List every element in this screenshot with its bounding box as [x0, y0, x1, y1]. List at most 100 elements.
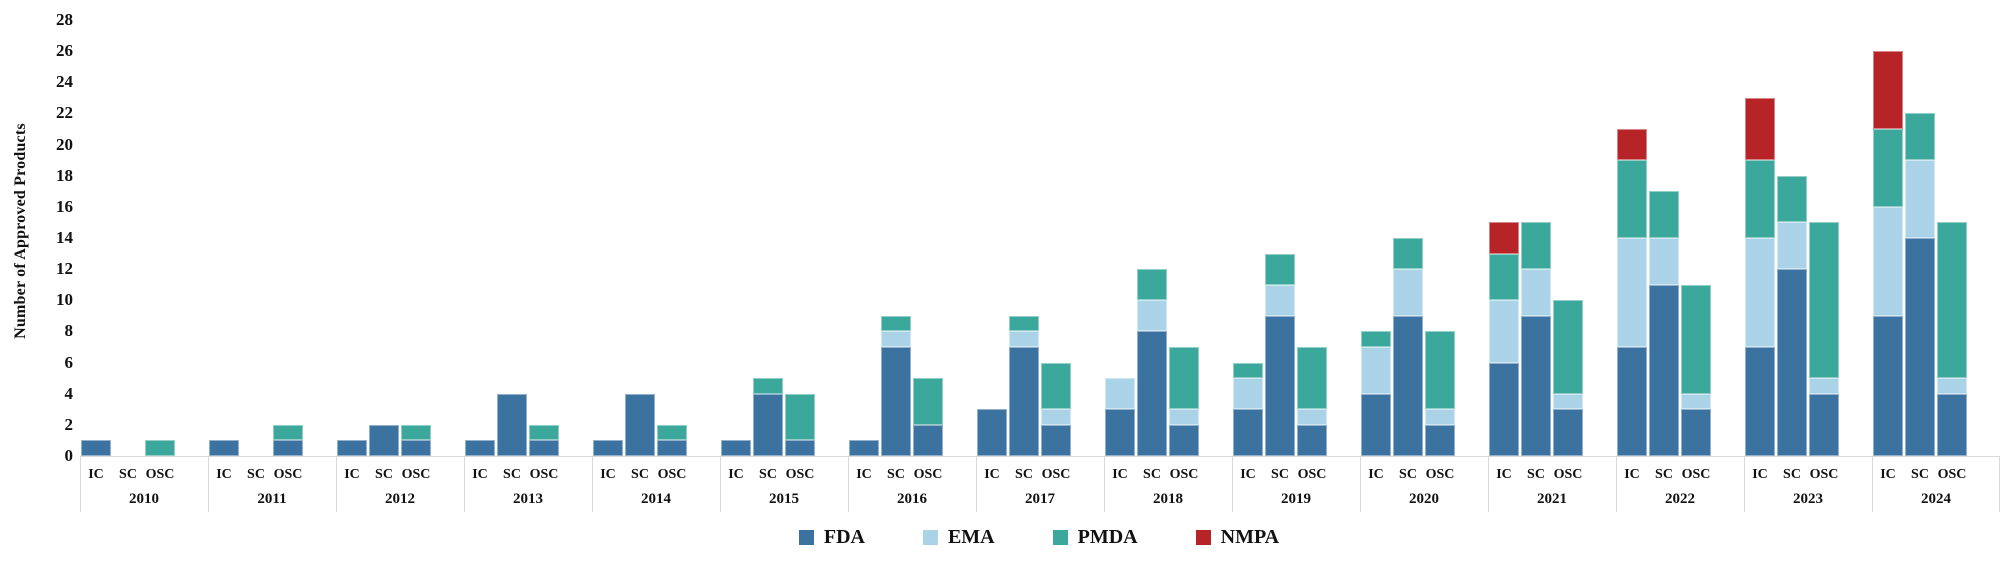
bar-segment-fda — [529, 440, 559, 456]
bar-2016-SC — [881, 315, 911, 456]
group-separator — [1616, 456, 1617, 512]
bar-segment-pmda — [1297, 347, 1327, 410]
category-label-osc: OSC — [273, 467, 303, 482]
bar-segment-nmpa — [1873, 51, 1903, 130]
legend-label: NMPA — [1220, 526, 1280, 548]
year-label: 2012 — [385, 491, 415, 507]
bar-segment-pmda — [273, 424, 303, 441]
bar-segment-nmpa — [1617, 129, 1647, 161]
bar-2014-OSC — [657, 424, 687, 456]
category-label-osc: OSC — [1553, 467, 1583, 482]
bar-segment-fda — [497, 393, 527, 456]
category-label-sc: SC — [1399, 467, 1417, 482]
bar-2022-IC — [1617, 129, 1647, 456]
bar-segment-ema — [1777, 222, 1807, 270]
bar-segment-fda — [465, 440, 495, 456]
bar-segment-fda — [1265, 315, 1295, 456]
bar-2017-OSC — [1041, 362, 1071, 456]
year-group-2010: IC SC OSC 2010 — [80, 20, 208, 512]
bar-2023-IC — [1745, 97, 1775, 456]
bar-segment-fda — [1425, 424, 1455, 456]
bar-segment-pmda — [1873, 129, 1903, 207]
bar-2018-IC — [1105, 378, 1135, 456]
bar-segment-ema — [1745, 238, 1775, 347]
bar-2018-SC — [1137, 269, 1167, 456]
bar-2012-IC — [337, 440, 367, 456]
legend-label: EMA — [947, 526, 995, 548]
bar-segment-fda — [81, 440, 111, 456]
bar-segment-fda — [1361, 393, 1391, 456]
bar-segment-fda — [1873, 315, 1903, 456]
bar-segment-fda — [1009, 347, 1039, 456]
category-label-ic: IC — [344, 467, 360, 482]
bar-segment-pmda — [1905, 113, 1935, 161]
category-label-sc: SC — [503, 467, 521, 482]
category-label-osc: OSC — [401, 467, 431, 482]
bar-segment-ema — [1105, 378, 1135, 410]
bar-segment-fda — [273, 440, 303, 456]
category-label-sc: SC — [247, 467, 265, 482]
bar-2017-IC — [977, 409, 1007, 456]
bar-2017-SC — [1009, 315, 1039, 456]
bar-2019-IC — [1233, 362, 1263, 456]
bar-2012-SC — [369, 424, 399, 456]
bar-segment-pmda — [657, 424, 687, 441]
group-separator — [464, 456, 465, 512]
category-label-ic: IC — [984, 467, 1000, 482]
bar-2019-SC — [1265, 253, 1295, 456]
bar-segment-fda — [1233, 409, 1263, 456]
bar-segment-ema — [1809, 378, 1839, 394]
bar-segment-fda — [1297, 424, 1327, 456]
category-label-osc: OSC — [785, 467, 815, 482]
legend-item-ema: EMA — [922, 526, 995, 548]
year-group-2013: IC SC OSC 2013 — [464, 20, 592, 512]
legend: FDA EMA PMDA NMPA — [70, 526, 2008, 548]
bar-segment-ema — [881, 331, 911, 347]
legend-swatch-icon — [922, 529, 938, 545]
bar-segment-ema — [1617, 238, 1647, 347]
bar-2024-OSC — [1937, 222, 1967, 456]
category-label-ic: IC — [728, 467, 744, 482]
bar-segment-fda — [977, 409, 1007, 456]
year-group-2011: IC SC OSC 2011 — [208, 20, 336, 512]
bar-2013-OSC — [529, 424, 559, 456]
bar-segment-ema — [1681, 393, 1711, 410]
bar-2016-OSC — [913, 378, 943, 456]
category-label-ic: IC — [88, 467, 104, 482]
category-label-osc: OSC — [657, 467, 687, 482]
bar-segment-pmda — [1393, 238, 1423, 270]
bar-segment-ema — [1521, 269, 1551, 316]
bar-2015-SC — [753, 378, 783, 456]
bar-2013-IC — [465, 440, 495, 456]
y-tick-label: 24 — [56, 72, 73, 92]
bar-segment-fda — [401, 440, 431, 456]
bar-segment-pmda — [1745, 160, 1775, 238]
bar-2024-SC — [1905, 113, 1935, 456]
bar-2020-SC — [1393, 238, 1423, 456]
year-label: 2010 — [129, 491, 159, 507]
category-label-ic: IC — [1880, 467, 1896, 482]
category-label-sc: SC — [119, 467, 137, 482]
year-label: 2021 — [1537, 491, 1567, 507]
group-separator — [1744, 456, 1745, 512]
bar-2015-OSC — [785, 393, 815, 456]
legend-swatch-icon — [1052, 529, 1068, 545]
year-label: 2011 — [257, 491, 287, 507]
bar-segment-pmda — [881, 315, 911, 332]
category-label-osc: OSC — [1681, 467, 1711, 482]
bar-segment-ema — [1169, 409, 1199, 425]
group-separator — [720, 456, 721, 512]
category-label-osc: OSC — [1169, 467, 1199, 482]
bar-segment-pmda — [1489, 253, 1519, 301]
group-separator — [336, 456, 337, 512]
bar-segment-ema — [1489, 300, 1519, 363]
y-tick-label: 14 — [56, 228, 73, 247]
bar-segment-fda — [881, 347, 911, 456]
category-label-osc: OSC — [913, 467, 943, 482]
bar-2013-SC — [497, 393, 527, 456]
bar-2022-OSC — [1681, 284, 1711, 456]
category-label-sc: SC — [1527, 467, 1545, 482]
year-group-2023: IC SC OSC 2023 — [1744, 20, 1872, 512]
bar-segment-pmda — [785, 393, 815, 441]
